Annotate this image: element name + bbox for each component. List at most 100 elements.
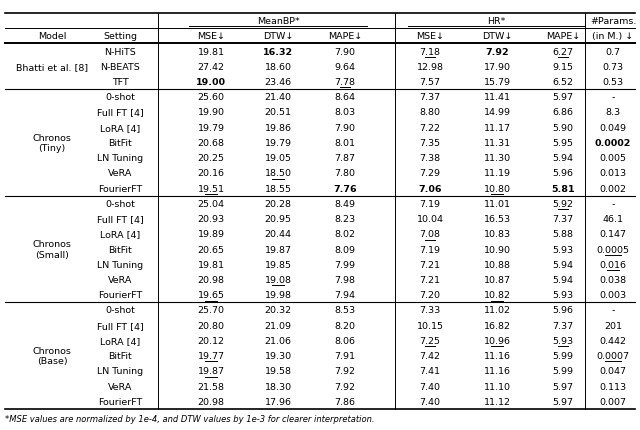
Text: 7.37: 7.37 [552, 215, 573, 224]
Text: LoRA [4]: LoRA [4] [100, 336, 140, 345]
Text: MAPE↓: MAPE↓ [546, 32, 580, 41]
Text: #Params.: #Params. [590, 17, 636, 26]
Text: 8.3: 8.3 [605, 108, 621, 117]
Text: 7.92: 7.92 [335, 382, 355, 391]
Text: 10.88: 10.88 [483, 260, 511, 269]
Text: 17.96: 17.96 [264, 397, 291, 406]
Text: 19.87: 19.87 [198, 366, 225, 375]
Text: 0.047: 0.047 [600, 366, 627, 375]
Text: 0.038: 0.038 [600, 275, 627, 284]
Text: VeRA: VeRA [108, 169, 132, 178]
Text: 19.30: 19.30 [264, 351, 292, 360]
Text: Full FT [4]: Full FT [4] [97, 215, 143, 224]
Text: 21.09: 21.09 [264, 321, 291, 330]
Text: 19.85: 19.85 [264, 260, 291, 269]
Text: 19.79: 19.79 [264, 138, 291, 147]
Text: 8.09: 8.09 [335, 245, 355, 254]
Text: 25.60: 25.60 [198, 93, 225, 102]
Text: 0.016: 0.016 [600, 260, 627, 269]
Text: 5.90: 5.90 [552, 123, 573, 132]
Text: 8.64: 8.64 [335, 93, 355, 102]
Text: 8.20: 8.20 [335, 321, 355, 330]
Text: Chronos
(Small): Chronos (Small) [33, 240, 72, 259]
Text: 0.442: 0.442 [600, 336, 627, 345]
Text: 7.37: 7.37 [419, 93, 440, 102]
Text: 11.31: 11.31 [483, 138, 511, 147]
Text: 7.33: 7.33 [419, 306, 440, 315]
Text: Full FT [4]: Full FT [4] [97, 108, 143, 117]
Text: TFT: TFT [111, 78, 129, 87]
Text: DTW↓: DTW↓ [263, 32, 293, 41]
Text: 7.92: 7.92 [335, 366, 355, 375]
Text: 11.19: 11.19 [483, 169, 511, 178]
Text: 7.76: 7.76 [333, 184, 357, 193]
Text: 7.21: 7.21 [419, 275, 440, 284]
Text: 7.57: 7.57 [419, 78, 440, 87]
Text: 11.12: 11.12 [483, 397, 511, 406]
Text: 19.79: 19.79 [198, 123, 225, 132]
Text: 5.93: 5.93 [552, 291, 573, 300]
Text: 7.92: 7.92 [485, 47, 509, 56]
Text: 0.013: 0.013 [600, 169, 627, 178]
Text: N-HiTS: N-HiTS [104, 47, 136, 56]
Text: 14.99: 14.99 [483, 108, 511, 117]
Text: 10.04: 10.04 [417, 215, 444, 224]
Text: 27.42: 27.42 [198, 63, 225, 72]
Text: 8.02: 8.02 [335, 230, 355, 239]
Text: 5.96: 5.96 [552, 306, 573, 315]
Text: 8.23: 8.23 [335, 215, 356, 224]
Text: 10.96: 10.96 [483, 336, 511, 345]
Text: 8.53: 8.53 [335, 306, 356, 315]
Text: 11.16: 11.16 [483, 366, 511, 375]
Text: 21.40: 21.40 [264, 93, 291, 102]
Text: 7.29: 7.29 [419, 169, 440, 178]
Text: 9.15: 9.15 [552, 63, 573, 72]
Text: 19.98: 19.98 [264, 291, 291, 300]
Text: 20.95: 20.95 [264, 215, 291, 224]
Text: 25.04: 25.04 [198, 200, 225, 209]
Text: 5.92: 5.92 [552, 200, 573, 209]
Text: 7.18: 7.18 [419, 47, 440, 56]
Text: Setting: Setting [103, 32, 137, 41]
Text: 23.46: 23.46 [264, 78, 292, 87]
Text: 11.16: 11.16 [483, 351, 511, 360]
Text: 7.94: 7.94 [335, 291, 355, 300]
Text: 0.002: 0.002 [600, 184, 627, 193]
Text: -: - [611, 200, 614, 209]
Text: 25.70: 25.70 [198, 306, 225, 315]
Text: 0.003: 0.003 [600, 291, 627, 300]
Text: 0.007: 0.007 [600, 397, 627, 406]
Text: MSE↓: MSE↓ [197, 32, 225, 41]
Text: 20.80: 20.80 [198, 321, 225, 330]
Text: 8.01: 8.01 [335, 138, 355, 147]
Text: 16.32: 16.32 [263, 47, 293, 56]
Text: FourierFT: FourierFT [98, 184, 142, 193]
Text: 0-shot: 0-shot [105, 200, 135, 209]
Text: 20.68: 20.68 [198, 138, 225, 147]
Text: 20.32: 20.32 [264, 306, 292, 315]
Text: 0.049: 0.049 [600, 123, 627, 132]
Text: 20.12: 20.12 [198, 336, 225, 345]
Text: 0.0007: 0.0007 [596, 351, 630, 360]
Text: 7.99: 7.99 [335, 260, 355, 269]
Text: 18.30: 18.30 [264, 382, 292, 391]
Text: 7.37: 7.37 [552, 321, 573, 330]
Text: (in M.) ↓: (in M.) ↓ [593, 32, 634, 41]
Text: LoRA [4]: LoRA [4] [100, 123, 140, 132]
Text: 18.50: 18.50 [264, 169, 291, 178]
Text: 19.58: 19.58 [264, 366, 291, 375]
Text: 19.86: 19.86 [264, 123, 291, 132]
Text: 21.06: 21.06 [264, 336, 291, 345]
Text: 6.27: 6.27 [552, 47, 573, 56]
Text: 19.08: 19.08 [264, 275, 291, 284]
Text: 19.05: 19.05 [264, 154, 291, 163]
Text: Chronos
(Base): Chronos (Base) [33, 346, 72, 366]
Text: -: - [611, 93, 614, 102]
Text: N-BEATS: N-BEATS [100, 63, 140, 72]
Text: 20.93: 20.93 [197, 215, 225, 224]
Text: 0.0005: 0.0005 [596, 245, 630, 254]
Text: 201: 201 [604, 321, 622, 330]
Text: 10.15: 10.15 [417, 321, 444, 330]
Text: 5.96: 5.96 [552, 169, 573, 178]
Text: 10.82: 10.82 [483, 291, 511, 300]
